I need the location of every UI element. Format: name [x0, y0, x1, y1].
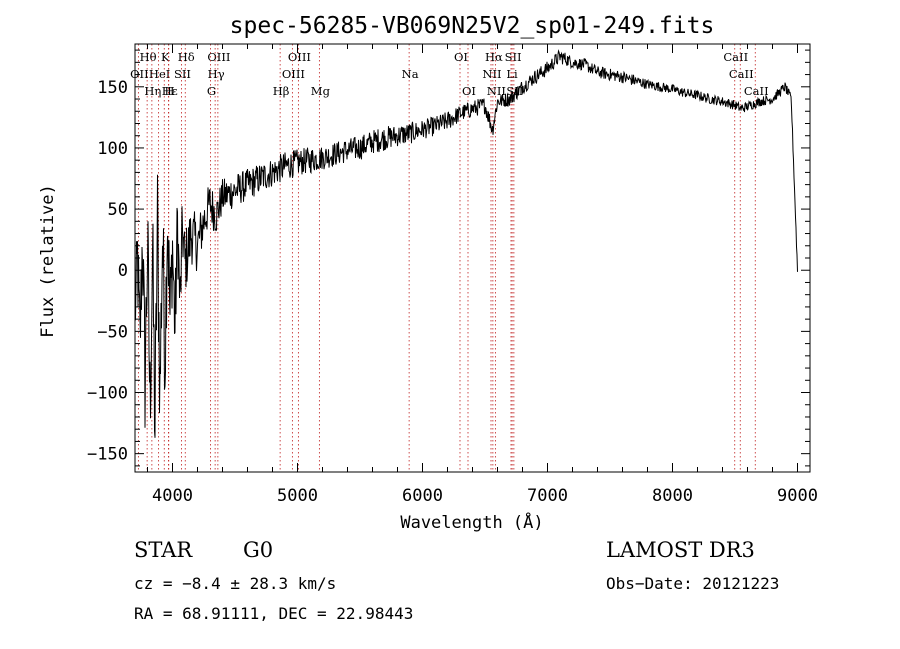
redshift-value: cz = −8.4 ± 28.3 km/s: [134, 574, 337, 593]
x-tick-label: 7000: [527, 486, 568, 506]
emission-line-label: OIII: [282, 67, 305, 81]
emission-line-label: Hθ: [140, 50, 157, 64]
y-tick-label: 0: [118, 261, 128, 281]
x-tick-label: 6000: [402, 486, 443, 506]
emission-line-label: Hδ: [178, 50, 195, 64]
emission-line-label: Li: [506, 67, 518, 81]
x-tick-label: 9000: [777, 486, 818, 506]
emission-line-label: K: [161, 50, 170, 64]
y-tick-label: 100: [97, 139, 128, 159]
emission-line-label: Hβ: [273, 84, 290, 98]
emission-line-label: NII: [482, 67, 501, 81]
emission-line-label: NII: [487, 84, 506, 98]
y-tick-label: −100: [87, 384, 128, 404]
emission-line-label: OIII: [288, 50, 311, 64]
spectrum-chart: spec-56285-VB069N25V2_sp01-249.fits Hθ K H…: [38, 13, 818, 533]
emission-line-label: CaII: [744, 84, 769, 98]
emission-line-label: SII: [174, 67, 191, 81]
emission-line-label: CaII: [729, 67, 754, 81]
emission-line-label: CaII: [723, 50, 748, 64]
emission-line-label: OIII: [207, 50, 230, 64]
emission-line-label: SII: [505, 50, 522, 64]
y-tick-label: −50: [97, 322, 128, 342]
object-class: STAR: [134, 538, 193, 562]
emission-line-label: Hη: [144, 84, 161, 98]
observation-date: Obs−Date: 20121223: [606, 574, 780, 593]
emission-line-label: H: [164, 84, 174, 98]
emission-line-label: G: [207, 84, 216, 98]
y-axis-label: Flux (relative): [38, 184, 58, 338]
emission-line-label: OI: [462, 84, 476, 98]
y-tick-label: 50: [108, 200, 128, 220]
x-axis-label: Wavelength (Å): [400, 511, 543, 533]
emission-line-label: Hα: [485, 50, 503, 64]
emission-line-label: Hε: [162, 84, 178, 98]
survey-name: LAMOST DR3: [606, 538, 755, 562]
emission-line-label: Hγ: [208, 67, 225, 81]
x-tick-label: 8000: [652, 486, 693, 506]
y-tick-label: 150: [97, 78, 128, 98]
emission-line-label: Mg: [311, 84, 331, 98]
chart-title: spec-56285-VB069N25V2_sp01-249.fits: [230, 13, 715, 39]
y-tick-label: −150: [87, 445, 128, 465]
spectrum-layer: [134, 49, 798, 438]
axes-layer: 4000 5000 6000 7000 8000 9000 −150 −100 −50 0 50 10…: [87, 44, 818, 506]
x-tick-label: 4000: [152, 486, 193, 506]
spectrum-line: [134, 49, 798, 438]
emission-line-label: OII: [130, 67, 149, 81]
object-subclass: G0: [243, 538, 274, 562]
emission-line-label: HeI: [149, 67, 170, 81]
emission-line-label: Na: [402, 67, 419, 81]
coordinates: RA = 68.91111, DEC = 22.98443: [134, 604, 414, 623]
emission-line-label: OI: [454, 50, 468, 64]
x-tick-label: 5000: [277, 486, 318, 506]
